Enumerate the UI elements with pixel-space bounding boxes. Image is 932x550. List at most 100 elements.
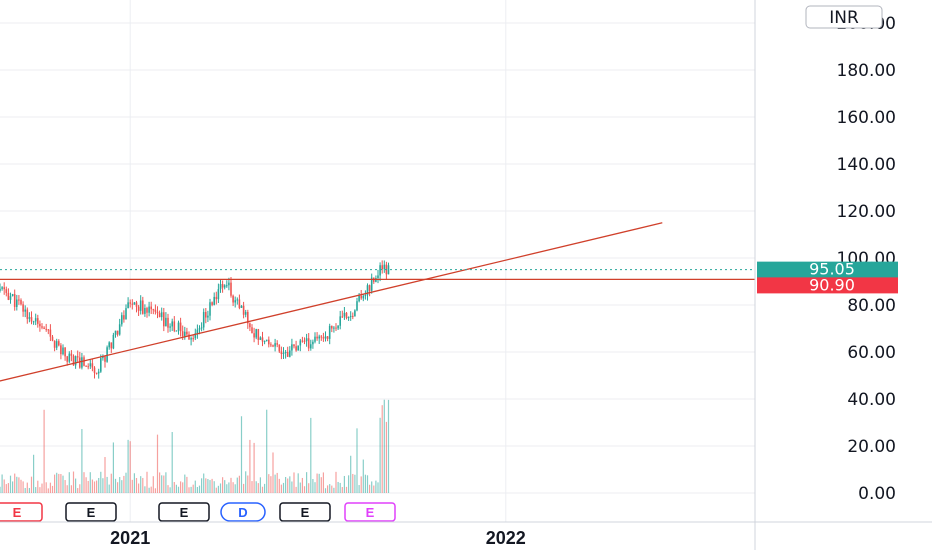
- volume-bar: [322, 472, 324, 493]
- candle-body: [188, 334, 190, 340]
- candle-body: [286, 351, 289, 357]
- event-marker-earnings-upcoming[interactable]: E: [344, 502, 396, 522]
- candle-body: [9, 296, 12, 300]
- volume-bar: [127, 439, 129, 493]
- event-marker-earnings[interactable]: E: [158, 502, 210, 522]
- candle-body: [211, 302, 213, 305]
- candle-body: [7, 292, 10, 300]
- candle-body: [133, 302, 136, 305]
- volume-bar: [83, 472, 85, 493]
- volume-bar: [205, 478, 207, 493]
- candle-body: [186, 331, 188, 335]
- candle-body: [312, 341, 314, 345]
- candle-body: [318, 336, 320, 339]
- marker-badge: [220, 502, 266, 522]
- volume-bar: [89, 472, 91, 493]
- candle-body: [360, 295, 362, 299]
- candle-body: [3, 287, 5, 290]
- volume-bar: [201, 478, 203, 493]
- volume-bar: [190, 486, 192, 493]
- volume-bar: [243, 483, 245, 493]
- candle-body: [129, 302, 131, 304]
- candle-body: [66, 356, 68, 362]
- candle-body: [236, 299, 239, 301]
- volume-bar: [331, 485, 333, 493]
- volume-bar: [383, 399, 385, 493]
- candle-body: [154, 309, 157, 312]
- candle-body: [158, 313, 161, 318]
- volume-bar: [102, 478, 104, 493]
- candle-body: [24, 309, 26, 312]
- candle-body: [167, 317, 169, 328]
- marker-letter: E: [301, 505, 310, 520]
- candle-body: [291, 344, 293, 351]
- candle-body: [230, 282, 232, 296]
- candle-body: [118, 324, 121, 335]
- volume-bar: [257, 483, 259, 493]
- candle-body: [60, 345, 62, 355]
- event-marker-earnings[interactable]: E: [279, 502, 331, 522]
- event-marker-earnings[interactable]: E: [0, 502, 43, 522]
- candle-body: [37, 318, 39, 324]
- candle-body: [93, 367, 96, 373]
- event-marker-dividend[interactable]: D: [220, 502, 266, 522]
- volume-bar: [106, 476, 108, 493]
- candle-body: [34, 318, 37, 322]
- volume-bar: [30, 476, 33, 493]
- candle-body: [112, 334, 115, 349]
- marker-letter: D: [238, 505, 247, 520]
- volume-bar: [156, 434, 159, 493]
- candle-body: [347, 316, 350, 319]
- candle-body: [30, 317, 33, 322]
- currency-badge[interactable]: INR: [805, 5, 883, 29]
- volume-bar: [352, 473, 354, 493]
- volume-bar: [369, 484, 371, 493]
- volume-bar: [56, 472, 58, 493]
- candle-body: [95, 372, 98, 374]
- candle-body: [247, 312, 249, 324]
- volume-bar: [295, 486, 297, 493]
- price-axis-label: 60.00: [847, 343, 896, 363]
- volume-bar: [64, 480, 66, 493]
- volume-bar: [203, 473, 205, 493]
- candle-body: [70, 353, 73, 356]
- candle-body: [202, 312, 205, 328]
- candle-body: [370, 277, 373, 291]
- volume-bar: [49, 482, 51, 493]
- volume-bar: [104, 457, 106, 493]
- volume-bar: [81, 429, 83, 493]
- candle-body: [261, 337, 264, 342]
- candle-body: [337, 325, 339, 329]
- volume-bar: [375, 480, 377, 493]
- candle-body: [242, 305, 245, 315]
- volume-bar: [327, 485, 329, 493]
- candle-body: [198, 328, 201, 330]
- candle-body: [89, 363, 92, 367]
- candle-body: [366, 285, 369, 296]
- volume-bar: [129, 441, 131, 493]
- candle-body: [226, 285, 228, 287]
- volume-bar: [345, 486, 348, 493]
- candle-body: [244, 312, 247, 315]
- volume-bar: [72, 471, 75, 493]
- volume-bar: [144, 486, 146, 493]
- candle-body: [305, 338, 308, 342]
- candle-body: [362, 295, 365, 299]
- candle-body: [276, 343, 278, 345]
- volume-bar: [173, 482, 175, 493]
- volume-bar: [26, 482, 28, 493]
- volume-bar: [238, 475, 240, 493]
- candle-body: [345, 312, 348, 319]
- candle-body: [137, 306, 140, 311]
- volume-bar: [148, 487, 150, 493]
- candle-body: [53, 340, 56, 348]
- candle-body: [171, 321, 173, 327]
- candle-body: [26, 309, 29, 319]
- volume-bar: [96, 480, 98, 493]
- volume-bar: [123, 475, 125, 493]
- marker-letter: E: [87, 505, 96, 520]
- event-marker-earnings[interactable]: E: [65, 502, 117, 522]
- volume-bar: [276, 472, 278, 493]
- volume-bar: [121, 480, 123, 493]
